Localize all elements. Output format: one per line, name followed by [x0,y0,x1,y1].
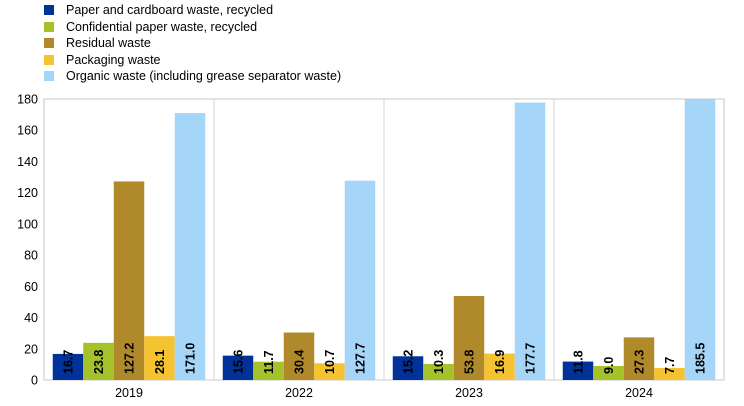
data-label: 127.7 [354,343,368,374]
bar [344,180,376,380]
bar [684,99,716,380]
legend-label: Paper and cardboard waste, recycled [66,3,274,18]
data-label: 10.7 [323,350,337,374]
bar [562,361,594,380]
data-label: 7.7 [663,357,677,374]
data-label: 9.0 [602,357,616,374]
y-tick-label: 180 [17,93,38,107]
legend-item: Paper and cardboard waste, recycled [44,2,341,19]
bar [283,332,315,380]
data-label: 30.4 [293,350,307,374]
data-label: 11.8 [572,350,586,374]
data-label: 15.2 [402,350,416,374]
bar [623,337,655,380]
bar [314,363,345,380]
bar [423,363,454,380]
data-label: 53.8 [463,350,477,374]
bar [654,367,685,380]
data-label: 11.7 [262,350,276,374]
y-tick-label: 80 [24,249,38,263]
bar [593,365,624,380]
bar [83,342,114,380]
bar [253,361,284,380]
data-label: 16.7 [62,350,76,374]
y-tick-label: 120 [17,186,38,200]
y-tick-label: 40 [24,311,38,325]
legend-label: Confidential paper waste, recycled [66,19,258,34]
x-category-label: 2019 [115,386,143,400]
data-label: 185.5 [694,343,708,374]
bar [174,113,206,381]
data-label: 23.8 [92,350,106,374]
x-category-label: 2024 [625,386,653,400]
y-tick-label: 140 [17,155,38,169]
legend-label: Residual waste [66,36,151,51]
data-label: 171.0 [184,343,198,374]
bar [222,355,254,380]
bar [392,356,424,380]
bar [52,353,84,380]
bar [453,296,485,380]
legend-label: Packaging waste [66,52,161,67]
data-label: 10.3 [432,350,446,374]
legend-item: Organic waste (including grease separato… [44,68,341,85]
y-tick-label: 100 [17,217,38,231]
legend-swatch [44,71,54,82]
x-category-label: 2023 [455,386,483,400]
legend-label: Organic waste (including grease separato… [66,69,342,84]
legend-swatch [44,21,54,32]
bar [113,181,145,380]
y-tick-label: 60 [24,280,38,294]
legend: Paper and cardboard waste, recycled Conf… [44,2,341,85]
y-tick-label: 20 [24,342,38,356]
data-label: 27.3 [633,350,647,374]
legend-swatch [44,5,54,16]
legend-item: Confidential paper waste, recycled [44,19,341,36]
data-label: 177.7 [524,343,538,374]
legend-item: Packaging waste [44,52,341,69]
x-category-label: 2022 [285,386,313,400]
legend-swatch [44,54,54,65]
data-label: 15.6 [232,350,246,374]
data-label: 28.1 [153,350,167,374]
y-tick-label: 0 [31,374,38,388]
legend-swatch [44,38,54,49]
y-tick-label: 160 [17,124,38,138]
data-label: 16.9 [493,350,507,374]
legend-item: Residual waste [44,35,341,52]
bar [484,353,515,380]
bar [144,336,175,380]
bar [514,102,546,381]
data-label: 127.2 [123,343,137,374]
